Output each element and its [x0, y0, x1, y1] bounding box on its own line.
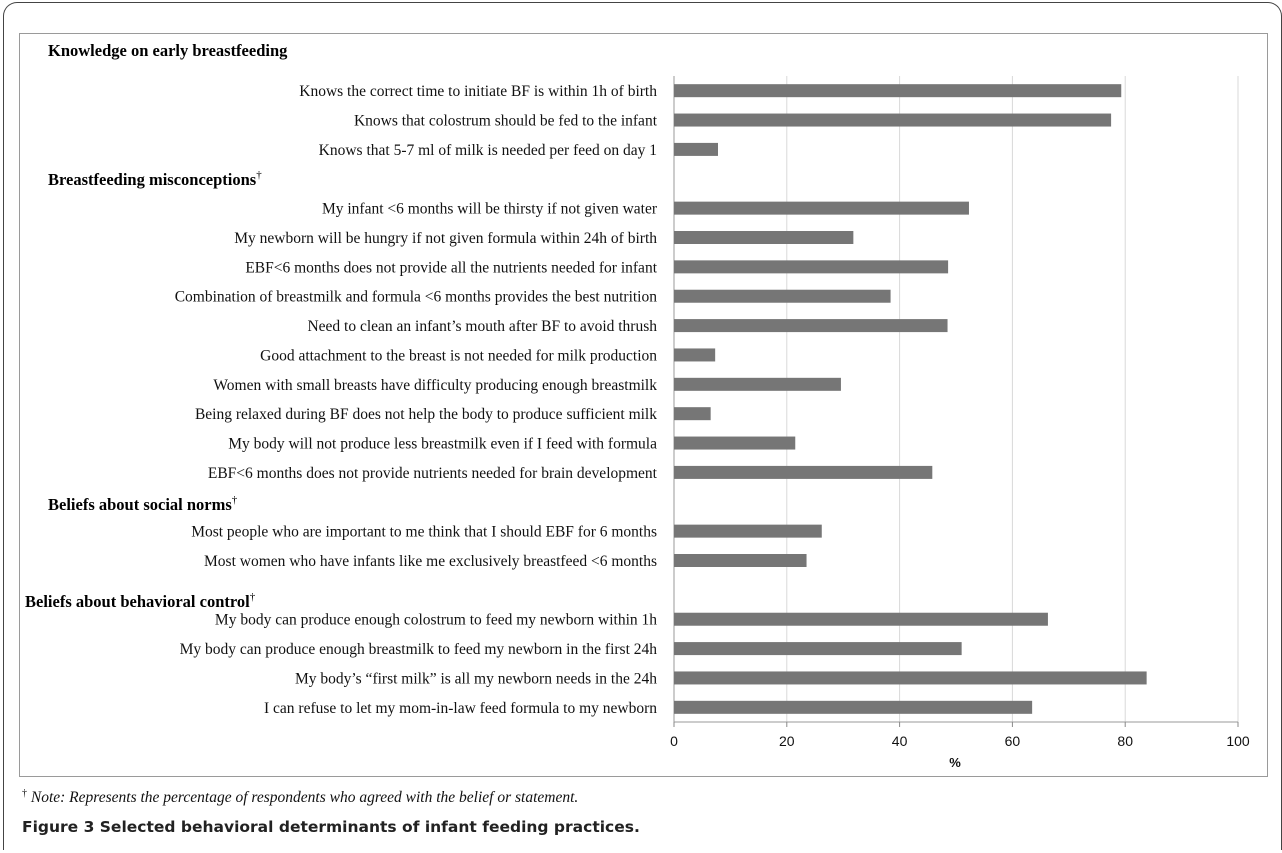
x-axis-title: % — [949, 755, 961, 770]
category-label: Knows that 5-7 ml of milk is needed per … — [319, 142, 657, 159]
bar — [674, 84, 1122, 98]
bar — [674, 554, 807, 567]
x-axis-ticks: 0 20 40 60 80 100 — [670, 722, 1250, 749]
bar — [674, 113, 1112, 127]
bars — [674, 84, 1147, 714]
bar — [674, 524, 822, 538]
x-tick-label: 20 — [779, 733, 795, 749]
bar — [674, 201, 969, 215]
chart-title: Knowledge on early breastfeeding — [48, 41, 288, 60]
category-label: Combination of breastmilk and formula <6… — [175, 289, 658, 306]
category-label: Knows that colostrum should be fed to th… — [354, 113, 658, 130]
category-label: Knows the correct time to initiate BF is… — [299, 83, 657, 100]
footnote-dagger: † — [22, 788, 27, 799]
category-label: EBF<6 months does not provide all the nu… — [245, 259, 657, 276]
bar — [674, 348, 716, 362]
x-tick-label: 100 — [1226, 733, 1250, 749]
category-label: Women with small breasts have difficulty… — [213, 377, 657, 394]
bar — [674, 407, 711, 421]
bar — [674, 612, 1048, 626]
category-label: Need to clean an infant’s mouth after BF… — [307, 318, 657, 335]
figure-caption: Figure 3 Selected behavioral determinant… — [22, 818, 640, 836]
bar — [674, 436, 796, 450]
bar — [674, 465, 933, 479]
plot-area-border — [19, 33, 1268, 777]
category-label: My body’s “first milk” is all my newborn… — [295, 670, 657, 687]
section-heading: Beliefs about social norms† — [48, 494, 238, 514]
category-label: My body can produce enough colostrum to … — [215, 612, 657, 629]
bar — [674, 231, 854, 244]
bar — [674, 700, 1033, 714]
category-label: My body will not produce less breastmilk… — [228, 436, 657, 453]
footnote-text: Note: Represents the percentage of respo… — [27, 789, 579, 807]
footnote: † Note: Represents the percentage of res… — [22, 788, 578, 807]
category-label: Being relaxed during BF does not help th… — [195, 406, 657, 423]
bar — [674, 289, 891, 303]
x-tick-label: 80 — [1117, 733, 1133, 749]
category-label: Most people who are important to me thin… — [191, 524, 657, 541]
x-tick-label: 40 — [892, 733, 908, 749]
x-tick-label: 0 — [670, 733, 678, 749]
category-label: I can refuse to let my mom-in-law feed f… — [264, 700, 657, 717]
category-label: Good attachment to the breast is not nee… — [260, 347, 657, 364]
section-heading: Breastfeeding misconceptions† — [48, 169, 262, 189]
category-label: My infant <6 months will be thirsty if n… — [322, 201, 658, 218]
category-labels: Knows the correct time to initiate BF is… — [175, 83, 658, 717]
bar — [674, 671, 1147, 685]
category-label: My newborn will be hungry if not given f… — [234, 230, 657, 247]
category-label: Most women who have infants like me excl… — [204, 553, 657, 570]
bar — [674, 142, 718, 156]
bar — [674, 260, 949, 274]
x-tick-label: 60 — [1005, 733, 1021, 749]
section-headings: Breastfeeding misconceptions† Beliefs abo… — [25, 169, 262, 611]
bar — [674, 642, 962, 656]
bar — [674, 377, 841, 391]
category-label: EBF<6 months does not provide nutrients … — [208, 465, 658, 482]
bar — [674, 319, 948, 333]
category-label: My body can produce enough breastmilk to… — [180, 641, 658, 658]
section-heading: Beliefs about behavioral control† — [25, 591, 256, 611]
